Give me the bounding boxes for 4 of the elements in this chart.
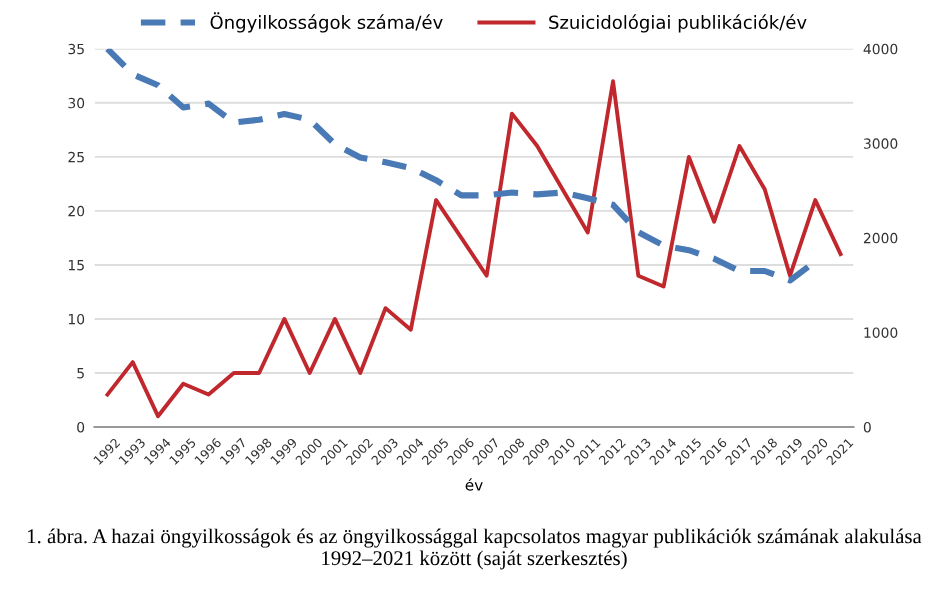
legend-label: Szuicidológiai publikációk/év xyxy=(549,14,807,33)
text: 1. ábra. A hazai öngyilkosságok és az öngyilkossággal kapcsolatos magyar publikációk számának alakulása 1992–2021 között (saját szerkesztés) xyxy=(28,528,922,570)
line-series xyxy=(105,79,843,419)
legend-label: Öngyilkosságok száma/év xyxy=(210,12,443,33)
